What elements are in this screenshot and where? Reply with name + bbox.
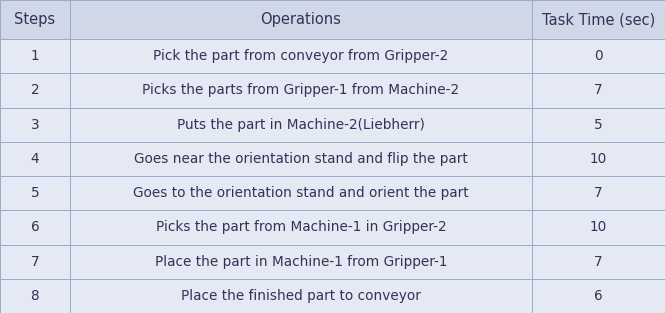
Text: 6: 6 (595, 289, 602, 303)
Text: 3: 3 (31, 118, 39, 132)
Bar (0, 39, 70, 73)
Bar (70, 279, 532, 313)
Bar (0, 210, 70, 244)
Bar (0, 176, 70, 210)
Text: 2: 2 (31, 84, 39, 97)
Bar (532, 0, 665, 39)
Bar (532, 39, 665, 73)
Text: 4: 4 (31, 152, 39, 166)
Text: 6: 6 (31, 220, 39, 234)
Text: 7: 7 (595, 84, 602, 97)
Text: 1: 1 (31, 49, 39, 63)
Bar (532, 73, 665, 108)
Bar (70, 244, 532, 279)
Text: 10: 10 (590, 152, 607, 166)
Bar (70, 210, 532, 244)
Bar (0, 142, 70, 176)
Text: Goes near the orientation stand and flip the part: Goes near the orientation stand and flip… (134, 152, 467, 166)
Text: 0: 0 (595, 49, 602, 63)
Text: Operations: Operations (261, 12, 341, 27)
Text: 8: 8 (31, 289, 39, 303)
Bar (532, 176, 665, 210)
Text: Task Time (sec): Task Time (sec) (542, 12, 655, 27)
Text: 7: 7 (31, 255, 39, 269)
Bar (0, 279, 70, 313)
Bar (70, 176, 532, 210)
Text: Steps: Steps (15, 12, 55, 27)
Bar (70, 0, 532, 39)
Text: Place the part in Machine-1 from Gripper-1: Place the part in Machine-1 from Gripper… (155, 255, 447, 269)
Text: 7: 7 (595, 186, 602, 200)
Bar (70, 108, 532, 142)
Bar (70, 73, 532, 108)
Bar (0, 73, 70, 108)
Text: Goes to the orientation stand and orient the part: Goes to the orientation stand and orient… (133, 186, 469, 200)
Text: Puts the part in Machine-2(Liebherr): Puts the part in Machine-2(Liebherr) (177, 118, 425, 132)
Text: Picks the part from Machine-1 in Gripper-2: Picks the part from Machine-1 in Gripper… (156, 220, 446, 234)
Bar (532, 108, 665, 142)
Text: Picks the parts from Gripper-1 from Machine-2: Picks the parts from Gripper-1 from Mach… (142, 84, 460, 97)
Bar (532, 210, 665, 244)
Bar (0, 0, 70, 39)
Bar (0, 244, 70, 279)
Bar (532, 279, 665, 313)
Bar (70, 142, 532, 176)
Bar (532, 142, 665, 176)
Text: Place the finished part to conveyor: Place the finished part to conveyor (181, 289, 421, 303)
Bar (0, 108, 70, 142)
Bar (70, 39, 532, 73)
Text: 10: 10 (590, 220, 607, 234)
Bar (532, 244, 665, 279)
Text: 5: 5 (31, 186, 39, 200)
Text: 5: 5 (594, 118, 603, 132)
Text: 7: 7 (595, 255, 602, 269)
Text: Pick the part from conveyor from Gripper-2: Pick the part from conveyor from Gripper… (154, 49, 448, 63)
